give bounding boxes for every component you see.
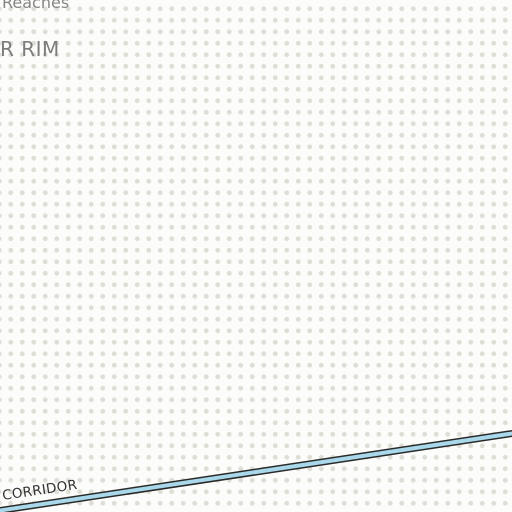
corridor-road[interactable] [0, 429, 512, 512]
region-label-reaches: Reaches [2, 0, 70, 12]
region-label-rim: R RIM [0, 37, 60, 61]
